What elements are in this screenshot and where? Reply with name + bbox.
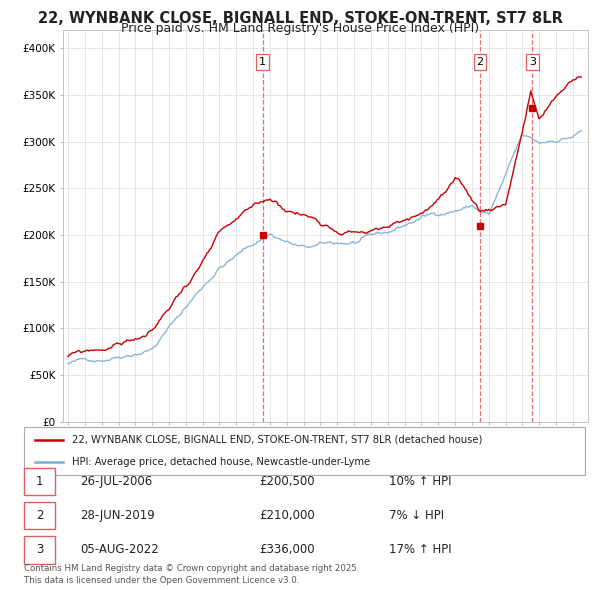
Text: HPI: Average price, detached house, Newcastle-under-Lyme: HPI: Average price, detached house, Newc… (71, 457, 370, 467)
Text: Contains HM Land Registry data © Crown copyright and database right 2025.
This d: Contains HM Land Registry data © Crown c… (24, 565, 359, 585)
Text: 22, WYNBANK CLOSE, BIGNALL END, STOKE-ON-TRENT, ST7 8LR: 22, WYNBANK CLOSE, BIGNALL END, STOKE-ON… (38, 11, 562, 25)
Bar (24, 502, 55, 529)
Text: £210,000: £210,000 (260, 509, 316, 522)
Text: 17% ↑ HPI: 17% ↑ HPI (389, 543, 451, 556)
Text: 7% ↓ HPI: 7% ↓ HPI (389, 509, 444, 522)
Text: £336,000: £336,000 (260, 543, 315, 556)
Bar (24, 536, 55, 563)
Text: 2: 2 (35, 509, 43, 522)
Text: 05-AUG-2022: 05-AUG-2022 (80, 543, 159, 556)
Text: 22, WYNBANK CLOSE, BIGNALL END, STOKE-ON-TRENT, ST7 8LR (detached house): 22, WYNBANK CLOSE, BIGNALL END, STOKE-ON… (71, 435, 482, 445)
Text: Price paid vs. HM Land Registry's House Price Index (HPI): Price paid vs. HM Land Registry's House … (121, 22, 479, 35)
Text: 3: 3 (529, 57, 536, 67)
Text: 1: 1 (259, 57, 266, 67)
Text: 3: 3 (36, 543, 43, 556)
Text: 2: 2 (476, 57, 484, 67)
Text: £200,500: £200,500 (260, 475, 315, 488)
Bar (24, 468, 55, 495)
Text: 10% ↑ HPI: 10% ↑ HPI (389, 475, 451, 488)
Text: 28-JUN-2019: 28-JUN-2019 (80, 509, 155, 522)
Text: 1: 1 (35, 475, 43, 488)
Text: 26-JUL-2006: 26-JUL-2006 (80, 475, 152, 488)
